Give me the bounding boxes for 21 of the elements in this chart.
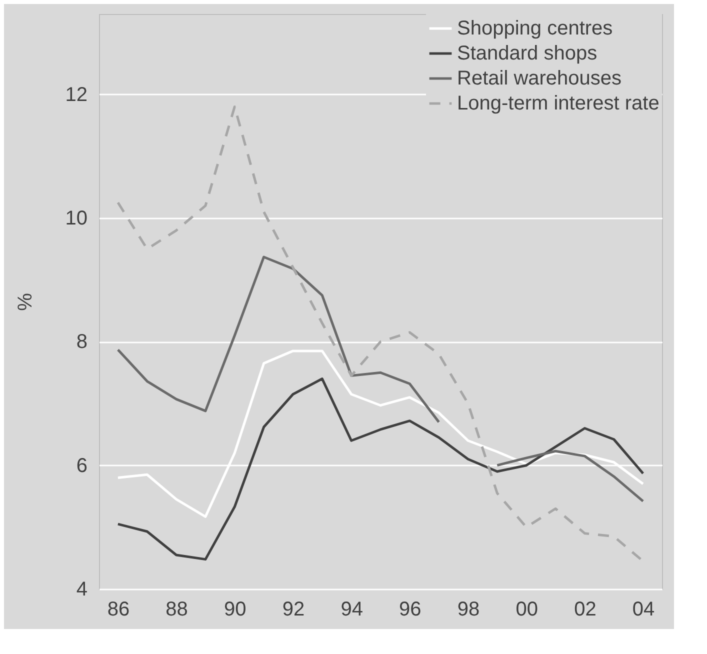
y-tick-label: 10 <box>65 208 88 230</box>
x-tick-label: 04 <box>632 598 655 620</box>
line-series <box>116 378 644 561</box>
x-tick-label: 94 <box>340 598 363 620</box>
x-tick-label: 98 <box>457 598 480 620</box>
y-tick-label: 4 <box>76 578 88 600</box>
x-tick-label: 88 <box>166 598 188 620</box>
x-tick-label: 02 <box>574 598 596 620</box>
x-tick-label: 96 <box>399 598 422 620</box>
legend-label: Shopping centres <box>457 18 613 40</box>
legend-label: Long-term interest rate <box>457 92 660 114</box>
legend-label: Retail warehouses <box>457 68 622 90</box>
y-tick-label: 12 <box>65 84 88 106</box>
y-axis-title: % <box>14 292 36 311</box>
y-tick-label: 6 <box>76 454 88 477</box>
x-tick-label: 92 <box>282 598 305 620</box>
y-tick-label: 8 <box>76 331 88 354</box>
legend-label: Standard shops <box>457 42 598 64</box>
x-tick-label: 90 <box>224 598 246 620</box>
x-tick-label: 00 <box>516 598 538 620</box>
x-tick-label: 86 <box>107 598 130 620</box>
